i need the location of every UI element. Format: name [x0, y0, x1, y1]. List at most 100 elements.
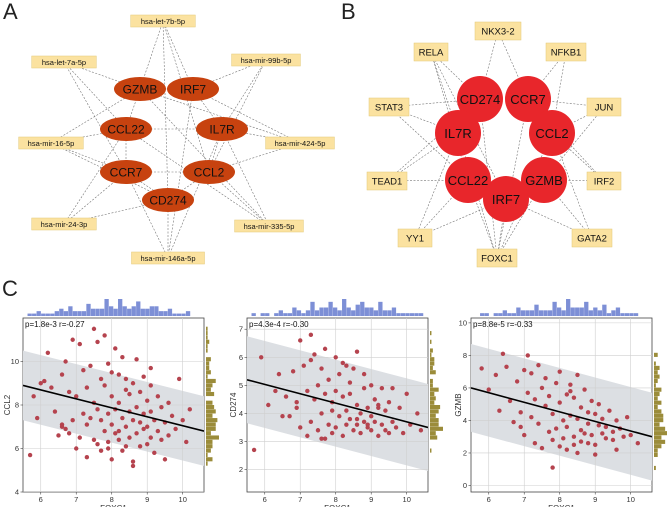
scatter-point: [553, 426, 559, 431]
x-tick-label: 10: [179, 495, 187, 504]
scatter-point: [120, 448, 125, 453]
network-a-edge: [63, 128, 127, 225]
scatter-point: [575, 372, 580, 378]
scatter-point: [84, 455, 90, 460]
scatter-point: [593, 452, 598, 457]
scatter-point: [134, 431, 139, 436]
top-hist-bar: [620, 313, 625, 316]
x-tick-label: 6: [487, 495, 491, 504]
scatter-point: [27, 452, 33, 458]
hub-label: IL7R: [444, 126, 471, 141]
hub-node-b-cd274: CD274: [457, 76, 503, 122]
scatter-cd274: 6 7 8 9 10 2 3 4 5 6 7 FOXC1 CD274 p=4.3e-4 r=-0.30: [229, 299, 443, 507]
y-tick-label: 3: [239, 437, 243, 446]
y-tick-label: 7: [239, 325, 243, 334]
right-hist-bar: [430, 357, 435, 362]
hub-node-a-cd274: CD274: [142, 188, 194, 212]
scatter-point: [358, 411, 363, 416]
right-hist-bar: [654, 448, 658, 453]
x-tick-label: 10: [627, 495, 635, 504]
scatter-point: [365, 422, 370, 427]
scatter-point: [369, 428, 374, 433]
scatter-point: [344, 363, 349, 368]
right-hist-bar: [430, 405, 441, 410]
scatter-point: [369, 414, 374, 419]
scatter-point: [98, 376, 104, 382]
mirna-node-hsa-mir-335-5p: hsa-mir-335-5p: [234, 219, 304, 233]
scatter-point: [59, 422, 65, 427]
scatter-point: [333, 355, 338, 360]
scatter-point: [354, 416, 360, 422]
top-hist-bar: [355, 304, 360, 316]
scatter-point: [173, 426, 178, 432]
scatter-point: [273, 388, 278, 394]
scatter-point: [500, 351, 506, 356]
right-hist-bar: [430, 348, 433, 353]
top-hist-bar: [50, 313, 55, 316]
scatter-point: [113, 346, 118, 351]
stat-annotation: p=4.3e-4 r=-0.30: [249, 320, 309, 329]
scatter-point: [180, 418, 185, 423]
top-hist-bar: [538, 310, 544, 316]
right-hist-bar: [654, 431, 667, 436]
scatter-point: [344, 408, 349, 413]
scatter-point: [532, 397, 538, 402]
scatter-point: [379, 385, 385, 391]
x-tick-label: 7: [74, 495, 78, 504]
scatter-point: [280, 414, 285, 419]
scatter-point: [326, 422, 331, 427]
scatter-point: [529, 371, 534, 376]
right-hist-bar: [206, 444, 213, 449]
scatter-point: [568, 382, 573, 387]
right-hist-bar: [654, 422, 660, 427]
right-hist-bar: [654, 370, 658, 375]
scatter-point: [593, 411, 598, 417]
scatter-point: [393, 425, 399, 430]
right-hist-bar: [206, 452, 208, 457]
scatter-point: [38, 381, 43, 386]
right-hist-bar: [206, 335, 208, 340]
right-hist-bar: [206, 409, 216, 414]
scatter-point: [376, 402, 381, 408]
top-hist-bar: [332, 307, 338, 316]
network-a-mirnas: hsa-let-7b-5p hsa-let-7a-5p hsa-mir-99b-5p…: [18, 14, 335, 265]
scatter-point: [155, 394, 161, 399]
hub-node-b-ccr7: CCR7: [505, 76, 551, 122]
top-hist-bar: [122, 306, 127, 316]
scatter-point: [600, 431, 605, 436]
tf-node-gata2: GATA2: [571, 228, 613, 248]
hub-node-a-ccl2: CCL2: [183, 160, 235, 184]
right-hist-bar: [206, 405, 215, 410]
scatter-point: [383, 428, 388, 433]
top-hist-bar: [525, 310, 530, 316]
scatter-point: [585, 421, 591, 426]
scatter-point: [553, 380, 559, 386]
scatter-point: [120, 415, 125, 421]
top-hist-bar: [534, 304, 539, 316]
y-tick-label: 8: [463, 351, 467, 360]
hub-label: IL7R: [209, 123, 235, 137]
scatter-point: [415, 411, 420, 416]
scatter-point: [88, 415, 93, 421]
scatter-point: [550, 465, 555, 470]
scatter-point: [159, 404, 164, 410]
network-b-edge: [414, 198, 507, 239]
y-axis-label: CCL2: [3, 394, 12, 415]
right-hist-bar: [430, 352, 432, 357]
hub-label: CCL22: [107, 123, 145, 137]
right-hist-bar: [654, 409, 662, 414]
right-hist-bar: [654, 400, 662, 405]
scatter-point: [34, 415, 40, 421]
top-hist-bar: [561, 310, 566, 316]
network-a-edge: [63, 61, 127, 173]
right-hist-bar: [430, 418, 439, 423]
hub-node-b-ccl22: CCL22: [445, 157, 491, 203]
scatter-point: [266, 402, 271, 408]
scatter-point: [337, 371, 342, 377]
top-hist-bar: [520, 310, 526, 316]
scatter-point: [308, 357, 314, 363]
scatter-point: [340, 360, 346, 366]
scatter-point: [145, 441, 150, 447]
scatter-point: [81, 368, 86, 373]
top-hist-bar: [405, 313, 410, 316]
